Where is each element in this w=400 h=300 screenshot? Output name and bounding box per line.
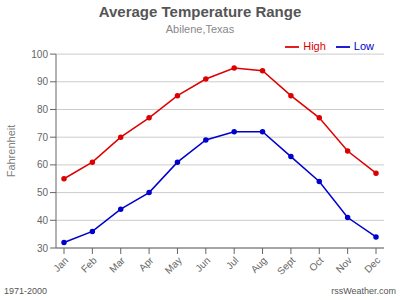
html-text:1971-2000: 1971-2000 bbox=[4, 286, 47, 296]
svg-text:Mar: Mar bbox=[107, 254, 127, 274]
svg-text:Aug: Aug bbox=[249, 255, 269, 275]
html-text:High: High bbox=[303, 40, 326, 52]
svg-text:Jun: Jun bbox=[193, 255, 212, 274]
svg-text:Nov: Nov bbox=[334, 255, 354, 275]
svg-text:70: 70 bbox=[37, 132, 49, 143]
svg-text:Jul: Jul bbox=[224, 255, 241, 272]
svg-text:Jan: Jan bbox=[51, 255, 70, 274]
svg-text:40: 40 bbox=[37, 215, 49, 226]
svg-text:Feb: Feb bbox=[79, 254, 99, 274]
svg-text:90: 90 bbox=[37, 76, 49, 87]
svg-text:Sept: Sept bbox=[275, 255, 297, 277]
svg-text:Fahrenheit: Fahrenheit bbox=[8, 125, 17, 178]
svg-text:Dec: Dec bbox=[362, 255, 382, 275]
svg-text:Apr: Apr bbox=[137, 254, 156, 273]
svg-text:80: 80 bbox=[37, 104, 49, 115]
svg-text:60: 60 bbox=[37, 159, 49, 170]
html-text:Average Temperature Range: Average Temperature Range bbox=[98, 3, 302, 20]
svg-text:Oct: Oct bbox=[307, 255, 326, 274]
html-text:Abilene,Texas: Abilene,Texas bbox=[165, 23, 235, 35]
svg-text:100: 100 bbox=[31, 49, 48, 60]
html-text:rssWeather.com: rssWeather.com bbox=[331, 286, 396, 296]
svg-text:30: 30 bbox=[37, 243, 49, 254]
svg-text:50: 50 bbox=[37, 187, 49, 198]
svg-text:May: May bbox=[163, 255, 184, 276]
html-text:Low: Low bbox=[353, 40, 374, 52]
